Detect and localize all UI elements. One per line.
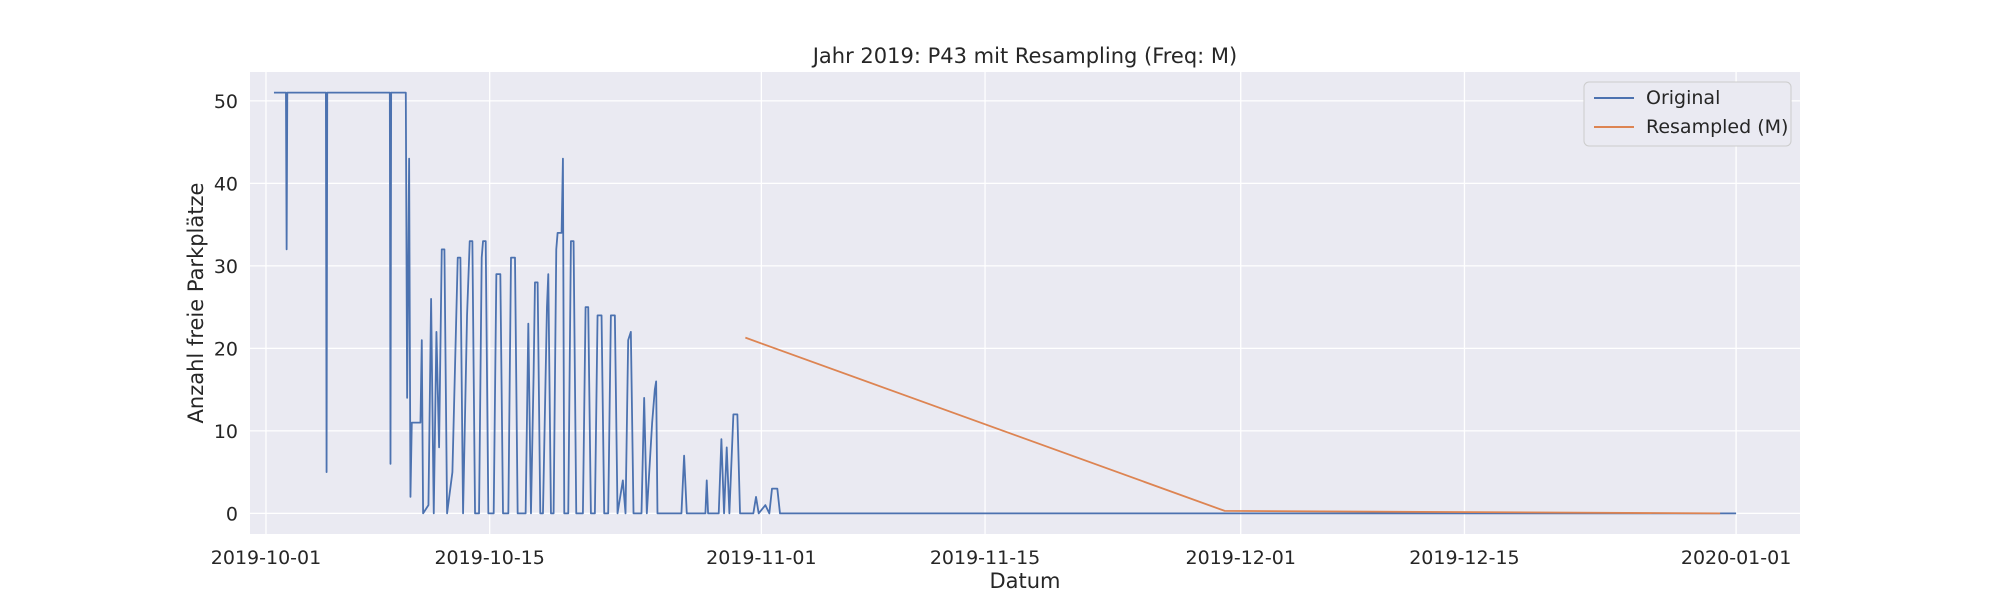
y-tick-label: 50: [214, 91, 238, 113]
y-tick-label: 30: [214, 256, 238, 278]
x-tick-label: 2019-11-01: [706, 547, 816, 569]
y-tick-label: 0: [226, 503, 238, 525]
series-line-original: [273, 91, 1737, 515]
plot-area: [250, 72, 1800, 534]
x-axis-label: Datum: [989, 569, 1060, 593]
x-tick-label: 2019-11-15: [930, 547, 1040, 569]
series-layer: [273, 91, 1737, 515]
grid-y: [250, 100, 1800, 515]
legend-label-resampled: Resampled (M): [1646, 116, 1788, 138]
chart-title: Jahr 2019: P43 mit Resampling (Freq: M): [811, 44, 1238, 68]
x-tick-label: 2020-01-01: [1681, 547, 1791, 569]
legend: Original Resampled (M): [1583, 81, 1792, 147]
y-tick-label: 20: [214, 338, 238, 360]
grid-x: [265, 72, 1737, 534]
x-tick-labels: 2019-10-01 2019-10-15 2019-11-01 2019-11-15…: [211, 547, 1792, 569]
x-tick-label: 2019-10-01: [211, 547, 321, 569]
y-tick-label: 40: [214, 173, 238, 195]
series-line-resampled: [745, 336, 1721, 515]
y-tick-labels: 0 10 20 30 40 50: [214, 91, 238, 526]
legend-label-original: Original: [1646, 87, 1720, 109]
legend-box: [1583, 81, 1792, 147]
x-tick-label: 2019-12-15: [1409, 547, 1519, 569]
x-tick-label: 2019-10-15: [434, 547, 544, 569]
y-axis-label: Anzahl freie Parkplätze: [184, 183, 208, 424]
x-tick-label: 2019-12-01: [1186, 547, 1296, 569]
y-tick-label: 10: [214, 421, 238, 443]
